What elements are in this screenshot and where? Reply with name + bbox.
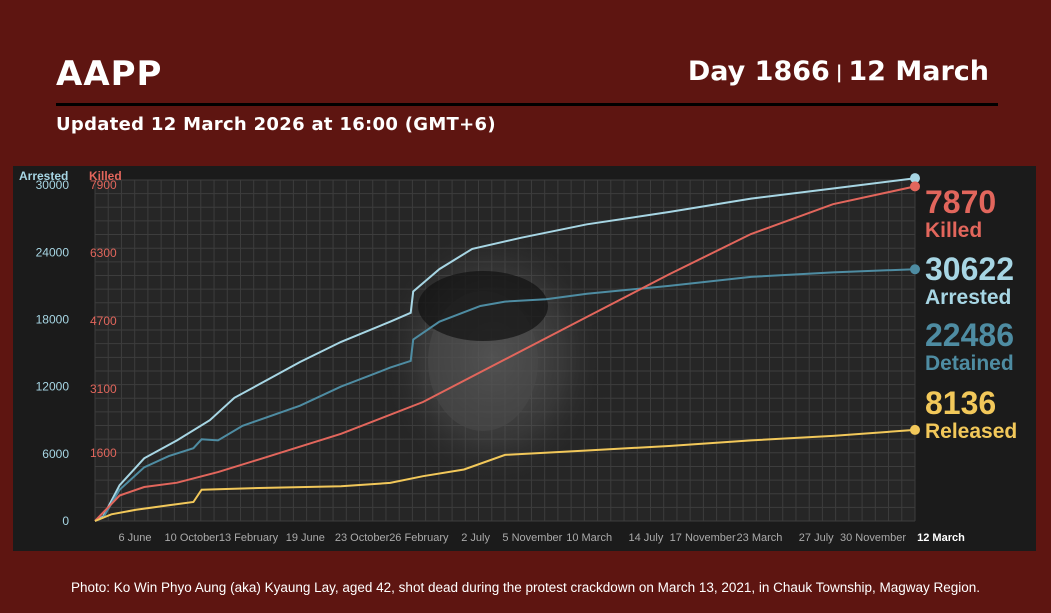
right-axis-label: Killed [89, 169, 122, 183]
x-tick-label: 14 July [628, 532, 663, 544]
axes: Arrested Killed 0 6000 12000 18000 24000 30000 1… [19, 169, 965, 544]
header-divider [56, 103, 998, 106]
x-tick-label: 13 February [219, 532, 279, 544]
left-tick-label: 30000 [36, 178, 70, 192]
legend-value-killed: 7870 [925, 184, 996, 220]
chart-panel: Arrested Killed 0 6000 12000 18000 24000 30000 1… [13, 166, 1036, 551]
day-separator: | [835, 62, 843, 83]
right-tick-label: 4700 [90, 314, 117, 328]
date-label: 12 March [848, 56, 989, 87]
left-tick-label: 18000 [36, 312, 70, 326]
left-tick-label: 0 [62, 514, 69, 528]
legend-label-arrested: Arrested [925, 286, 1011, 309]
x-tick-label: 26 February [389, 532, 449, 544]
x-tick-label: 30 November [840, 532, 906, 544]
legend-label-killed: Killed [925, 219, 982, 242]
x-tick-label: 23 March [737, 532, 783, 544]
x-tick-label: 19 June [286, 532, 325, 544]
series-endpoint-detained [910, 264, 920, 275]
left-axis-label: Arrested [19, 169, 68, 183]
day-label: Day 1866 [687, 56, 830, 87]
photo-caption: Photo: Ko Win Phyo Aung (aka) Kyaung Lay… [70, 580, 981, 595]
series-line-detained [94, 268, 916, 522]
x-tick-label: 10 March [566, 532, 612, 544]
right-tick-label: 6300 [90, 246, 117, 260]
left-tick-label: 12000 [36, 380, 70, 394]
legend-label-detained: Detained [925, 352, 1014, 375]
series-line-killed [94, 185, 916, 522]
legend-value-arrested: 30622 [925, 251, 1014, 287]
left-tick-label: 6000 [42, 447, 69, 461]
day-counter: Day 1866 | 12 March [688, 56, 989, 87]
x-tick-label: 27 July [799, 532, 834, 544]
x-tick-label: 10 October [165, 532, 220, 544]
x-tick-label: 23 October [335, 532, 390, 544]
series-endpoint-killed [910, 181, 920, 192]
x-tick-label: 2 July [461, 532, 490, 544]
right-tick-label: 1600 [90, 446, 117, 460]
series-endpoint-arrested [910, 173, 920, 184]
legend-value-released: 8136 [925, 385, 996, 421]
series-endpoint-released [910, 424, 920, 435]
series-line-released [94, 428, 916, 522]
right-tick-label: 7900 [90, 178, 117, 192]
brand-title: AAPP [56, 54, 163, 94]
portrait-photo [373, 231, 613, 511]
right-tick-label: 3100 [90, 382, 117, 396]
series-lines [94, 173, 920, 522]
x-tick-label: 12 March [917, 532, 965, 544]
legend-value-detained: 22486 [925, 317, 1014, 353]
left-tick-label: 24000 [36, 245, 70, 259]
x-tick-label: 17 November [670, 532, 736, 544]
x-tick-label: 5 November [502, 532, 562, 544]
legend-label-released: Released [925, 420, 1017, 443]
x-tick-label: 6 June [118, 532, 151, 544]
updated-timestamp: Updated 12 March 2026 at 16:00 (GMT+6) [56, 114, 496, 135]
series-line-arrested [94, 177, 916, 522]
chart-svg: Arrested Killed 0 6000 12000 18000 24000 30000 1… [19, 169, 1017, 544]
